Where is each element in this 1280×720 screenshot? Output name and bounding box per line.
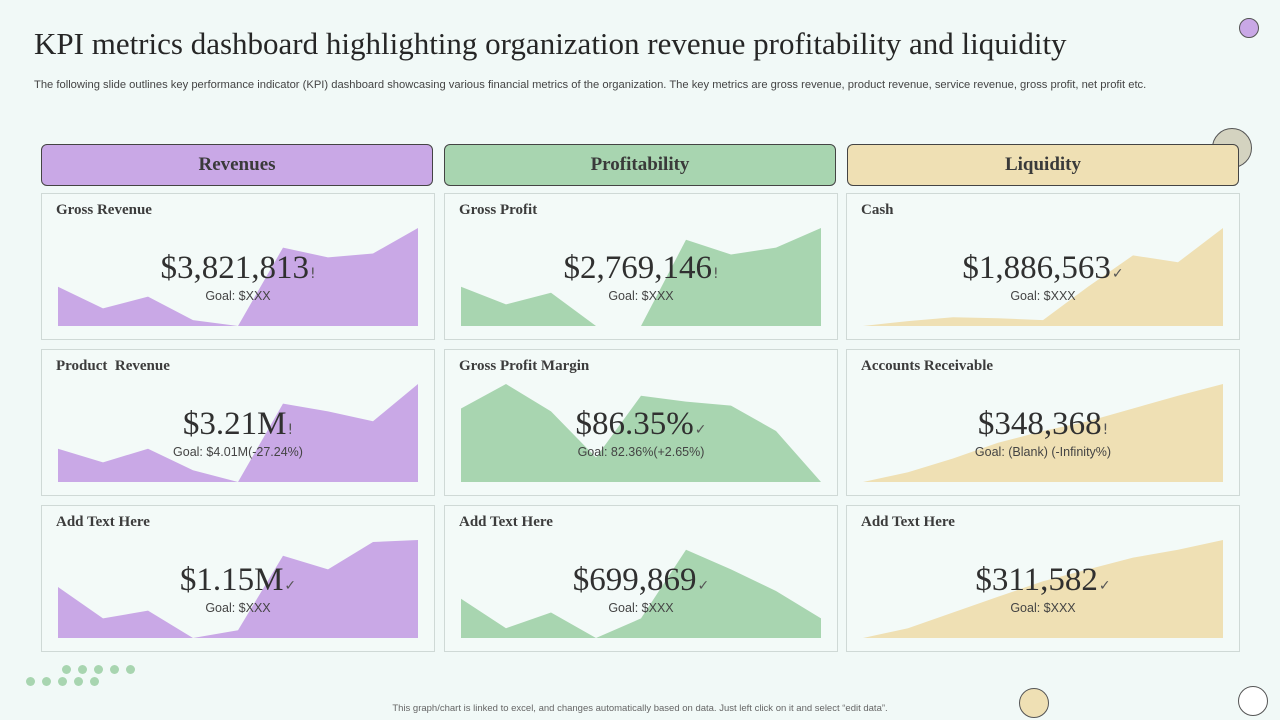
decor-circle-white xyxy=(1238,686,1268,716)
decor-dot xyxy=(74,677,83,686)
kpi-value: $699,869✓ xyxy=(572,562,710,598)
product-revenue-area-chart xyxy=(58,383,418,482)
decor-dot xyxy=(110,665,119,674)
kpi-card-gross-profit-margin: Gross Profit Margin $86.35%✓ Goal: 82.36… xyxy=(444,349,838,496)
check-indicator-icon: ✓ xyxy=(284,578,297,594)
kpi-card-gross-profit: Gross Profit $2,769,146! Goal: $XXX xyxy=(444,193,838,340)
decor-dot xyxy=(62,665,71,674)
kpi-card-accounts-receivable: Accounts Receivable $348,368! Goal: (Bla… xyxy=(846,349,1240,496)
add-text-3-area-chart xyxy=(863,539,1223,638)
kpi-goal: Goal: $XXX xyxy=(1010,289,1076,303)
add-text-1-area-chart xyxy=(58,539,418,638)
kpi-value: $86.35%✓ xyxy=(575,406,707,442)
decor-dot xyxy=(42,677,51,686)
kpi-value: $348,368! xyxy=(977,406,1109,442)
gross-profit-margin-area-chart xyxy=(461,383,821,482)
kpi-card-product-revenue: Product Revenue $3.21M! Goal: $4.01M(-27… xyxy=(41,349,435,496)
decor-circle-purple xyxy=(1239,18,1259,38)
kpi-goal: Goal: $XXX xyxy=(608,601,674,615)
kpi-goal: Goal: 82.36%(+2.65%) xyxy=(577,445,705,459)
area-series xyxy=(863,228,1223,326)
area-series xyxy=(58,540,418,638)
kpi-card-add-text-2: Add Text Here $699,869✓ Goal: $XXX xyxy=(444,505,838,652)
header-liquidity: Liquidity xyxy=(847,144,1239,186)
kpi-value: $1.15M✓ xyxy=(179,562,297,598)
kpi-value: $2,769,146! xyxy=(563,250,719,286)
kpi-label: Add Text Here xyxy=(861,514,955,530)
decor-dot xyxy=(94,665,103,674)
add-text-2-area-chart xyxy=(461,549,821,638)
kpi-goal: Goal: $XXX xyxy=(608,289,674,303)
area-series xyxy=(461,384,821,482)
kpi-label: Product Revenue xyxy=(56,358,170,374)
kpi-value: $3.21M! xyxy=(182,406,294,442)
kpi-label: Cash xyxy=(861,202,894,218)
area-series xyxy=(461,228,821,326)
area-series xyxy=(58,384,418,482)
header-profitability: Profitability xyxy=(444,144,836,186)
kpi-goal: Goal: (Blank) (-Infinity%) xyxy=(974,445,1112,459)
kpi-card-cash: Cash $1,886,563✓ Goal: $XXX xyxy=(846,193,1240,340)
kpi-goal: Goal: $XXX xyxy=(205,601,271,615)
warning-indicator-icon: ! xyxy=(287,422,294,438)
kpi-value: $3,821,813! xyxy=(160,250,316,286)
area-series xyxy=(58,228,418,326)
footer-note: This graph/chart is linked to excel, and… xyxy=(392,703,888,714)
check-indicator-icon: ✓ xyxy=(1098,578,1111,594)
gross-revenue-area-chart xyxy=(58,227,418,326)
check-indicator-icon: ✓ xyxy=(1111,266,1124,282)
warning-indicator-icon: ! xyxy=(1102,422,1109,438)
kpi-card-add-text-3: Add Text Here $311,582✓ Goal: $XXX xyxy=(846,505,1240,652)
decor-dot xyxy=(126,665,135,674)
kpi-value: $311,582✓ xyxy=(975,562,1111,598)
page-subtitle: The following slide outlines key perform… xyxy=(34,79,1147,91)
page-title: KPI metrics dashboard highlighting organ… xyxy=(34,26,1067,61)
kpi-value: $1,886,563✓ xyxy=(962,250,1124,286)
check-indicator-icon: ✓ xyxy=(697,578,710,594)
decor-dot xyxy=(58,677,67,686)
gross-profit-area-chart xyxy=(461,227,821,326)
area-series xyxy=(461,549,821,638)
kpi-goal: Goal: $XXX xyxy=(205,289,271,303)
warning-indicator-icon: ! xyxy=(712,266,719,282)
kpi-card-gross-revenue: Gross Revenue $3,821,813! Goal: $XXX xyxy=(41,193,435,340)
kpi-label: Gross Revenue xyxy=(56,202,152,218)
warning-indicator-icon: ! xyxy=(309,266,316,282)
decor-dot xyxy=(90,677,99,686)
accounts-receivable-area-chart xyxy=(863,383,1223,482)
area-series xyxy=(863,540,1223,638)
kpi-label: Accounts Receivable xyxy=(861,358,994,374)
decor-circle-beige xyxy=(1019,688,1049,718)
header-revenues: Revenues xyxy=(41,144,433,186)
kpi-card-add-text-1: Add Text Here $1.15M✓ Goal: $XXX xyxy=(41,505,435,652)
kpi-goal: Goal: $XXX xyxy=(1010,601,1076,615)
cash-area-chart xyxy=(863,227,1223,326)
check-indicator-icon: ✓ xyxy=(694,422,707,438)
decor-dot xyxy=(78,665,87,674)
kpi-label: Add Text Here xyxy=(459,514,553,530)
kpi-goal: Goal: $4.01M(-27.24%) xyxy=(173,445,303,459)
kpi-label: Gross Profit xyxy=(459,202,538,218)
kpi-label: Gross Profit Margin xyxy=(459,358,590,374)
decor-dot xyxy=(26,677,35,686)
kpi-label: Add Text Here xyxy=(56,514,150,530)
